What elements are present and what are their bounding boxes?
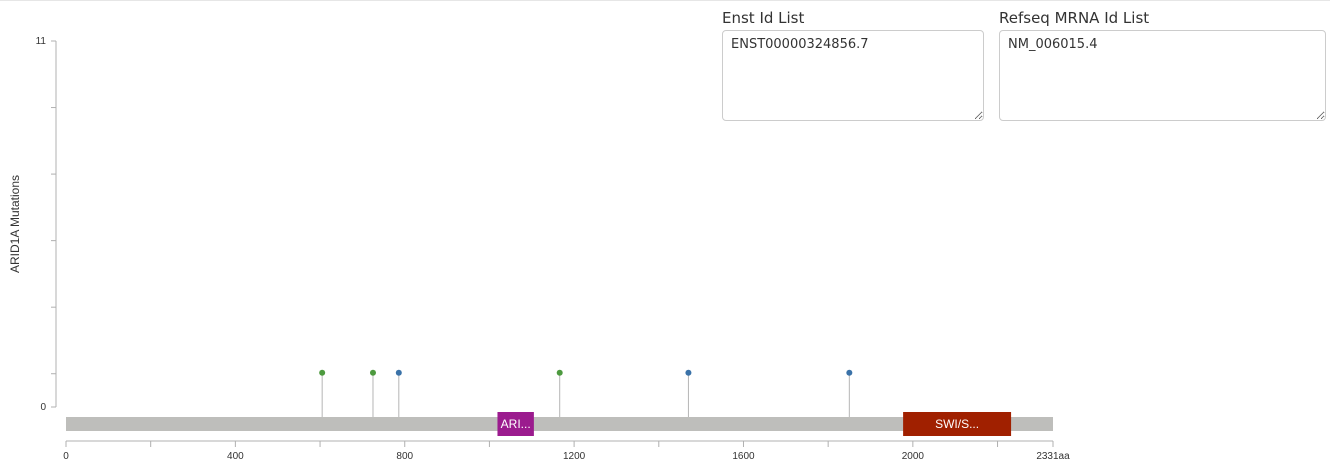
lollipop-head	[556, 369, 563, 376]
mutation-lollipops	[319, 369, 853, 418]
lollipop-head	[319, 369, 326, 376]
x-tick-label: 800	[396, 451, 413, 462]
refseq-id-textarea[interactable]: NM_006015.4	[999, 30, 1326, 121]
x-axis: 0 400 800 1200 1600 2000 2331aa	[63, 440, 1070, 462]
x-tick-label: 400	[227, 451, 244, 462]
lollipop-head	[395, 369, 402, 376]
x-end-label: 2331aa	[1036, 451, 1070, 462]
lollipop-head	[685, 369, 692, 376]
domain-label: ARI...	[501, 417, 531, 431]
refseq-id-label: Refseq MRNA Id List	[999, 9, 1150, 27]
domain-label: SWI/S...	[935, 417, 979, 431]
refseq-id-field: Refseq MRNA Id List NM_006015.4	[999, 8, 1326, 121]
top-border	[0, 0, 1330, 1]
y-tick-label: 11	[36, 36, 47, 47]
domain-box	[903, 412, 1012, 436]
y-axis: 0 11	[36, 36, 57, 413]
lollipop-head	[846, 369, 853, 376]
x-tick-label: 1600	[732, 451, 755, 462]
x-tick-label: 1200	[563, 451, 586, 462]
x-tick-label: 2000	[902, 451, 925, 462]
x-tick-label: 0	[63, 451, 69, 462]
enst-id-field: Enst Id List ENST00000324856.7	[722, 8, 984, 121]
lollipop-head	[369, 369, 376, 376]
protein-backbone	[66, 417, 1053, 431]
domain-box	[497, 412, 534, 436]
protein-domains: ARI... SWI/S...	[497, 412, 1012, 436]
y-axis-label: ARID1A Mutations	[8, 175, 22, 273]
enst-id-textarea[interactable]: ENST00000324856.7	[722, 30, 984, 121]
y-tick-label: 0	[40, 402, 46, 413]
enst-id-label: Enst Id List	[722, 9, 805, 27]
